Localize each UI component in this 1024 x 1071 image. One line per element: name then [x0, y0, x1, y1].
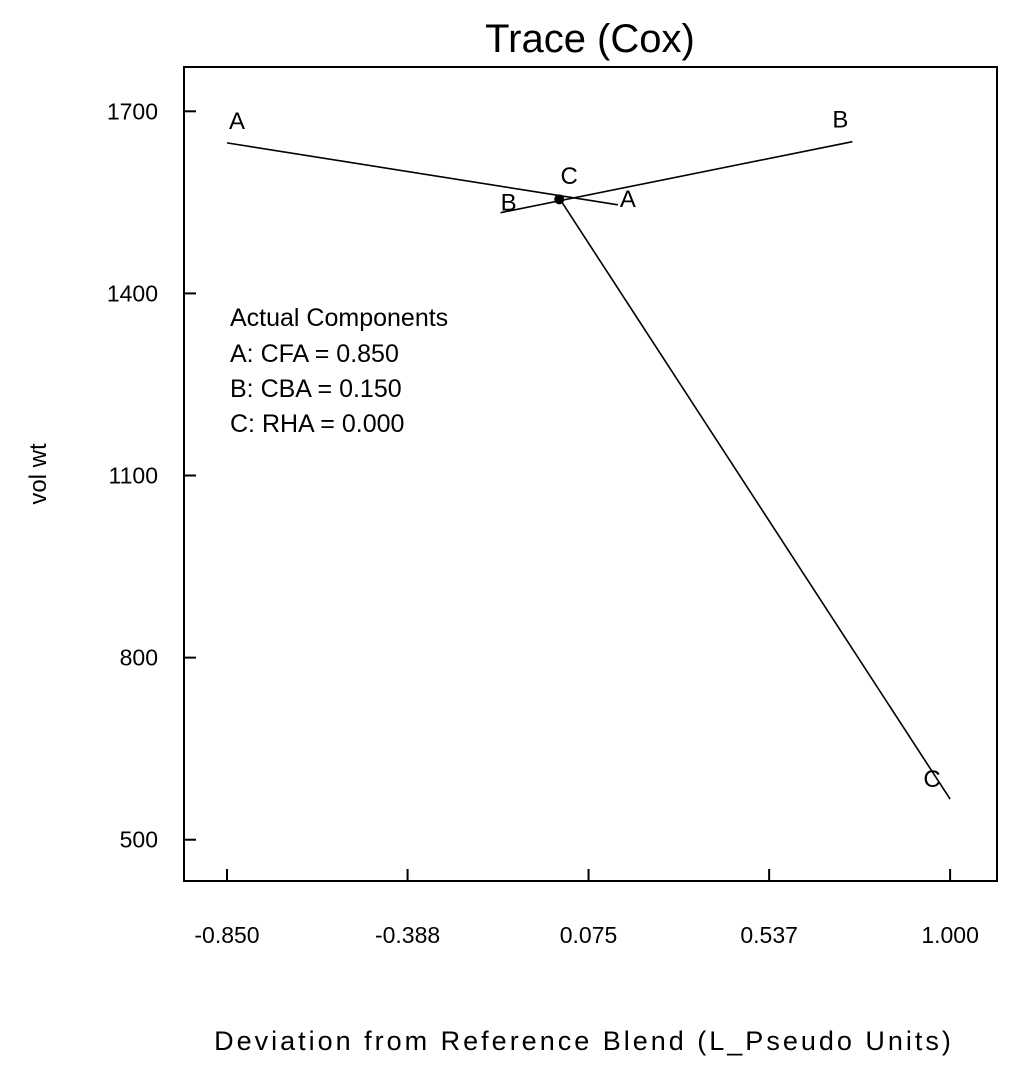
plot-area [183, 66, 998, 882]
series-b-start-label: B [501, 190, 517, 217]
annotation-line-a: A: CFA = 0.850 [230, 340, 399, 368]
y-axis-label: vol wt [25, 443, 52, 505]
series-a-line [226, 142, 618, 206]
x-tick-label-0: -0.850 [194, 922, 259, 948]
y-tick-label-2: 1100 [109, 463, 158, 489]
chart-title: Trace (Cox) [485, 17, 695, 61]
series-b-line [500, 140, 853, 214]
x-tick-label-1: -0.388 [375, 922, 440, 948]
y-axis: 500 800 1100 1400 1700 [107, 98, 196, 853]
annotation-line-b: B: CBA = 0.150 [230, 375, 402, 403]
x-tick-label-2: 0.075 [560, 922, 618, 948]
annotation-line-c: C: RHA = 0.000 [230, 410, 404, 438]
x-axis: -0.850 -0.388 0.075 0.537 1.000 [194, 869, 979, 948]
x-tick-label-3: 0.537 [740, 922, 798, 948]
series-a-start-label: A [229, 108, 245, 135]
series-layer: A A B B C C [226, 107, 951, 800]
series-c-end-label: C [923, 766, 940, 793]
series-a-end-label: A [620, 186, 636, 213]
y-tick-label-3: 1400 [107, 280, 158, 306]
annotation-title: Actual Components [230, 304, 448, 332]
y-tick-label-1: 800 [120, 645, 158, 671]
series-c-line [558, 197, 951, 800]
x-axis-label: Deviation from Reference Blend (L_Pseudo… [214, 1026, 954, 1056]
annotation-box: Actual Components A: CFA = 0.850 B: CBA … [230, 304, 448, 438]
series-b-end-label: B [832, 107, 848, 134]
y-tick-label-0: 500 [120, 827, 158, 853]
reference-point [554, 194, 565, 205]
series-c-start-label: C [561, 163, 578, 190]
y-tick-label-4: 1700 [107, 98, 158, 124]
x-tick-label-4: 1.000 [921, 922, 979, 948]
